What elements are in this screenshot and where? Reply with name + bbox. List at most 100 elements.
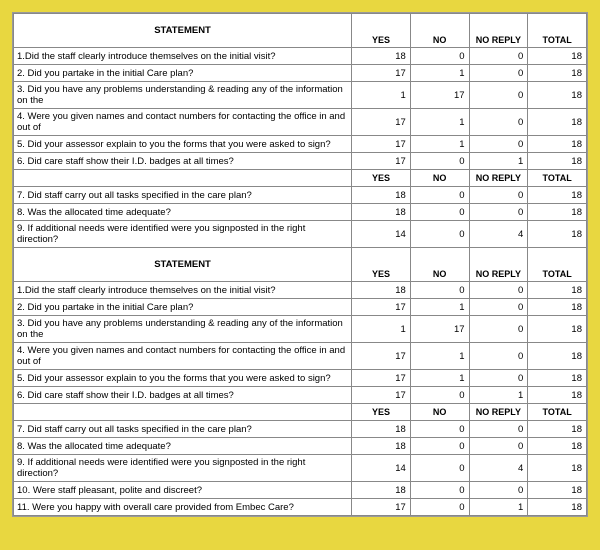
val-total: 18	[528, 299, 587, 316]
sub-noreply: NO REPLY	[469, 404, 528, 421]
val-total: 18	[528, 482, 587, 499]
question-cell: 9. If additional needs were identified w…	[14, 221, 352, 248]
table-row: 1.Did the staff clearly introduce themse…	[14, 48, 587, 65]
sub-yes: YES	[352, 404, 411, 421]
val-noreply: 0	[469, 48, 528, 65]
table-row: 1.Did the staff clearly introduce themse…	[14, 282, 587, 299]
table-row: 4. Were you given names and contact numb…	[14, 109, 587, 136]
val-total: 18	[528, 109, 587, 136]
val-total: 18	[528, 187, 587, 204]
val-noreply: 1	[469, 153, 528, 170]
col-yes-label: YES	[352, 265, 411, 282]
col-no	[410, 14, 469, 31]
sub-noreply: NO REPLY	[469, 170, 528, 187]
table-row: 8. Was the allocated time adequate?18001…	[14, 438, 587, 455]
table-row: 4. Were you given names and contact numb…	[14, 343, 587, 370]
val-yes: 14	[352, 455, 411, 482]
val-noreply: 0	[469, 421, 528, 438]
val-noreply: 0	[469, 316, 528, 343]
col-total-label: TOTAL	[528, 265, 587, 282]
table-row: 7. Did staff carry out all tasks specifi…	[14, 187, 587, 204]
col-no-label: NO	[410, 31, 469, 48]
statement-header: STATEMENT	[14, 14, 352, 48]
val-total: 18	[528, 153, 587, 170]
col-noreply	[469, 248, 528, 265]
question-cell: 4. Were you given names and contact numb…	[14, 109, 352, 136]
question-cell: 6. Did care staff show their I.D. badges…	[14, 153, 352, 170]
table-row: 3. Did you have any problems understandi…	[14, 316, 587, 343]
val-no: 0	[410, 48, 469, 65]
val-noreply: 0	[469, 343, 528, 370]
table-row: 8. Was the allocated time adequate?18001…	[14, 204, 587, 221]
val-no: 1	[410, 370, 469, 387]
col-noreply-label: NO REPLY	[469, 265, 528, 282]
col-yes	[352, 248, 411, 265]
table-row: 3. Did you have any problems understandi…	[14, 82, 587, 109]
val-yes: 18	[352, 438, 411, 455]
val-noreply: 0	[469, 187, 528, 204]
val-noreply: 4	[469, 221, 528, 248]
val-no: 17	[410, 82, 469, 109]
statement-header: STATEMENT	[14, 248, 352, 282]
table-row: 2. Did you partake in the initial Care p…	[14, 65, 587, 82]
val-yes: 18	[352, 48, 411, 65]
val-yes: 17	[352, 109, 411, 136]
col-total	[528, 248, 587, 265]
val-yes: 17	[352, 370, 411, 387]
sub-header-row: YESNONO REPLYTOTAL	[14, 404, 587, 421]
sub-total: TOTAL	[528, 170, 587, 187]
question-cell: 1.Did the staff clearly introduce themse…	[14, 48, 352, 65]
question-cell: 7. Did staff carry out all tasks specifi…	[14, 421, 352, 438]
question-cell: 5. Did your assessor explain to you the …	[14, 136, 352, 153]
table-row: 5. Did your assessor explain to you the …	[14, 136, 587, 153]
col-noreply	[469, 14, 528, 31]
val-total: 18	[528, 282, 587, 299]
val-yes: 17	[352, 299, 411, 316]
val-yes: 17	[352, 153, 411, 170]
val-total: 18	[528, 65, 587, 82]
val-no: 1	[410, 343, 469, 370]
table-row: 11. Were you happy with overall care pro…	[14, 499, 587, 516]
col-no	[410, 248, 469, 265]
question-cell: 4. Were you given names and contact numb…	[14, 343, 352, 370]
question-cell: 11. Were you happy with overall care pro…	[14, 499, 352, 516]
val-no: 1	[410, 65, 469, 82]
val-total: 18	[528, 387, 587, 404]
val-no: 0	[410, 387, 469, 404]
question-cell: 6. Did care staff show their I.D. badges…	[14, 387, 352, 404]
val-total: 18	[528, 421, 587, 438]
val-noreply: 0	[469, 82, 528, 109]
table-row: 7. Did staff carry out all tasks specifi…	[14, 421, 587, 438]
val-total: 18	[528, 136, 587, 153]
val-noreply: 0	[469, 482, 528, 499]
question-cell: 3. Did you have any problems understandi…	[14, 82, 352, 109]
col-yes	[352, 14, 411, 31]
val-yes: 18	[352, 187, 411, 204]
col-no-label: NO	[410, 265, 469, 282]
question-cell: 2. Did you partake in the initial Care p…	[14, 65, 352, 82]
table-row: 6. Did care staff show their I.D. badges…	[14, 387, 587, 404]
val-total: 18	[528, 221, 587, 248]
val-yes: 1	[352, 316, 411, 343]
val-total: 18	[528, 455, 587, 482]
val-yes: 18	[352, 282, 411, 299]
val-no: 0	[410, 455, 469, 482]
val-no: 0	[410, 221, 469, 248]
val-total: 18	[528, 204, 587, 221]
val-no: 0	[410, 153, 469, 170]
val-yes: 14	[352, 221, 411, 248]
val-no: 1	[410, 109, 469, 136]
val-noreply: 0	[469, 370, 528, 387]
sub-yes: YES	[352, 170, 411, 187]
val-no: 0	[410, 438, 469, 455]
question-cell: 8. Was the allocated time adequate?	[14, 204, 352, 221]
val-total: 18	[528, 343, 587, 370]
val-yes: 17	[352, 387, 411, 404]
survey-table: STATEMENTYESNONO REPLYTOTAL1.Did the sta…	[13, 13, 587, 516]
val-no: 0	[410, 482, 469, 499]
question-cell: 3. Did you have any problems understandi…	[14, 316, 352, 343]
val-no: 0	[410, 282, 469, 299]
val-yes: 1	[352, 82, 411, 109]
val-noreply: 1	[469, 499, 528, 516]
val-total: 18	[528, 48, 587, 65]
